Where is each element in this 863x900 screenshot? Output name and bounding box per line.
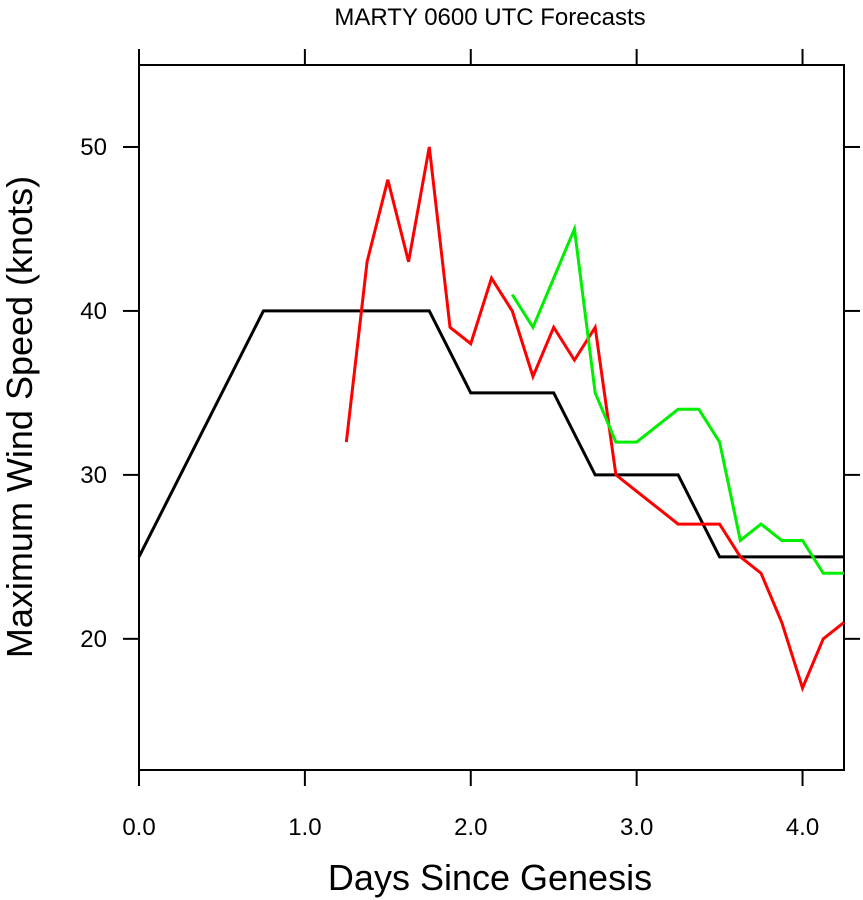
x-tick-label: 0.0 [122,814,155,841]
y-tick-label: 30 [80,462,107,489]
series-line-1 [137,309,844,559]
series-line-2 [344,146,845,693]
x-tick-label: 1.0 [288,814,321,841]
plot-frame [138,64,845,771]
chart-title: MARTY 0600 UTC Forecasts [334,4,645,31]
tick-marks [123,49,860,786]
y-axis-label: Maximum Wind Speed (knots) [0,176,40,658]
series-line-3 [510,223,844,575]
y-tick-label: 50 [80,134,107,161]
tick-labels: 0.0 1.0 2.0 3.0 4.0 20 30 40 50 [80,134,819,841]
x-axis-label: Days Since Genesis [328,857,652,898]
x-tick-label: 2.0 [454,814,487,841]
series-lines [137,146,845,693]
y-tick-label: 20 [80,626,107,653]
x-tick-label: 3.0 [620,814,653,841]
x-tick-label: 4.0 [786,814,819,841]
y-tick-label: 40 [80,298,107,325]
